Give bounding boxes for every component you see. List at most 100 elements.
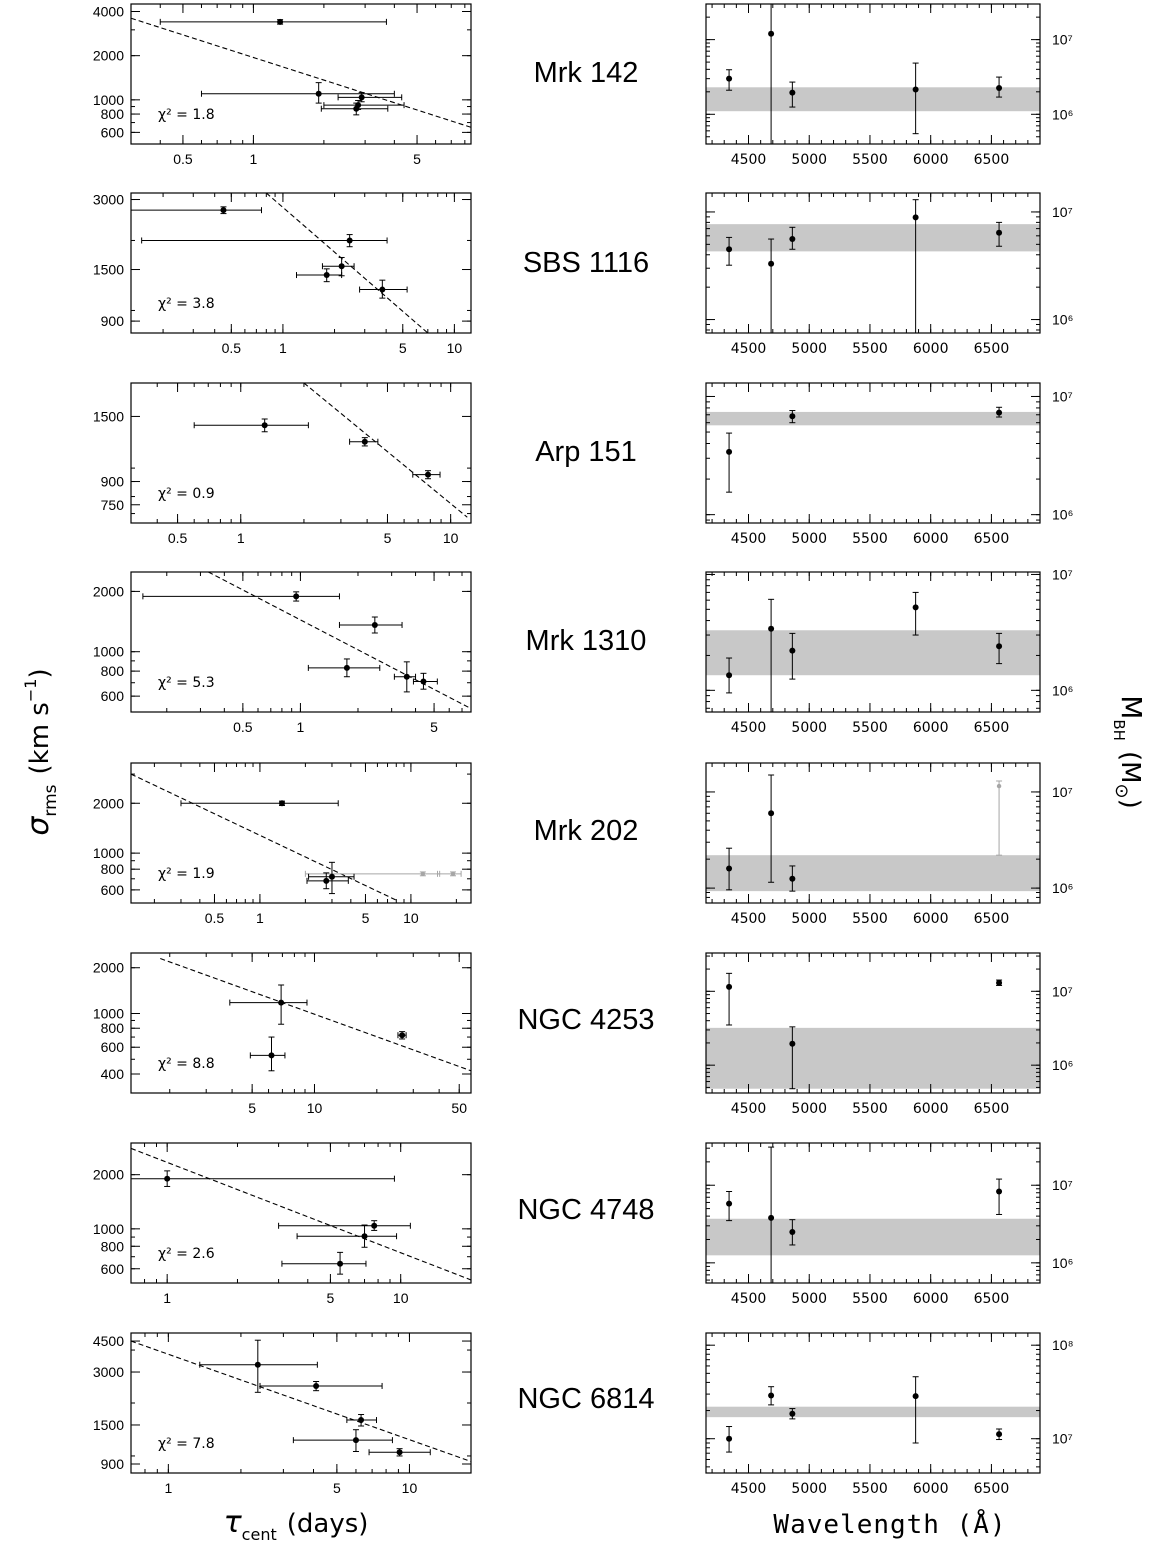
x-tick-label: 6000 bbox=[913, 1101, 949, 1117]
plot-area bbox=[131, 1339, 471, 1463]
x-tick-label: 5 bbox=[384, 530, 392, 546]
mass-band bbox=[706, 1406, 1040, 1418]
plot-frame bbox=[705, 571, 1041, 713]
fit-line bbox=[208, 572, 471, 710]
data-point bbox=[789, 81, 796, 108]
point-marker bbox=[726, 246, 733, 253]
data-point bbox=[789, 226, 796, 250]
right-y-axis-label: MBH(M⊙) bbox=[1110, 695, 1148, 809]
left-panel: 0.5 1 5 10 900 1500 3000 χ² = 3.8 bbox=[93, 192, 472, 356]
data-point bbox=[346, 1414, 377, 1427]
x-tick-label: 6500 bbox=[974, 1291, 1010, 1307]
point-marker bbox=[912, 604, 919, 611]
data-point bbox=[368, 1448, 431, 1457]
point-marker bbox=[379, 286, 386, 293]
data-point bbox=[307, 658, 381, 678]
svg-text:τcent(days): τcent (days) bbox=[224, 1505, 369, 1544]
y-tick-label: 900 bbox=[101, 1456, 125, 1472]
data-point bbox=[412, 672, 438, 690]
data-point bbox=[281, 1251, 367, 1275]
data-point bbox=[338, 616, 403, 634]
excluded-point bbox=[996, 780, 1003, 856]
data-point bbox=[199, 1339, 318, 1393]
plot-area bbox=[706, 1376, 1040, 1453]
data-point bbox=[768, 1146, 775, 1283]
point-marker bbox=[789, 875, 796, 882]
x-tick-label: 5 bbox=[362, 910, 370, 926]
mass-band bbox=[706, 1218, 1040, 1256]
x-tick-label: 4500 bbox=[731, 1291, 767, 1307]
plot-frame bbox=[705, 382, 1041, 524]
point-marker bbox=[352, 1437, 359, 1444]
y-tick-label: 800 bbox=[101, 663, 125, 679]
point-marker bbox=[371, 621, 378, 628]
data-point bbox=[295, 268, 343, 283]
plot-frame bbox=[705, 1142, 1041, 1284]
data-point bbox=[996, 1428, 1003, 1441]
object-label: Mrk 202 bbox=[534, 815, 639, 847]
data-point bbox=[412, 470, 441, 480]
plot-frame bbox=[130, 382, 472, 524]
plot-frame bbox=[130, 952, 472, 1094]
data-point bbox=[789, 1408, 796, 1420]
data-point bbox=[726, 972, 733, 1026]
point-marker bbox=[399, 1032, 406, 1039]
plot-frame bbox=[130, 192, 472, 334]
point-marker bbox=[361, 438, 368, 445]
x-tick-label: 0.5 bbox=[233, 719, 253, 735]
point-marker bbox=[353, 105, 360, 112]
y-tick-label: 10⁷ bbox=[1052, 388, 1073, 404]
excluded-marker bbox=[420, 871, 426, 877]
point-marker bbox=[768, 30, 775, 37]
point-marker bbox=[726, 1435, 733, 1442]
x-tick-label: 10 bbox=[447, 340, 463, 356]
x-tick-label: 6500 bbox=[974, 720, 1010, 736]
y-tick-label: 2000 bbox=[93, 795, 124, 811]
x-tick-label: 5 bbox=[399, 340, 407, 356]
x-tick-label: 5500 bbox=[852, 720, 888, 736]
point-marker bbox=[996, 229, 1003, 236]
fit-line bbox=[303, 383, 468, 518]
y-tick-label: 4000 bbox=[93, 4, 124, 20]
plot-frame bbox=[705, 3, 1041, 145]
data-point bbox=[359, 279, 408, 299]
data-point bbox=[996, 76, 1003, 98]
point-marker bbox=[277, 18, 284, 25]
plot-area bbox=[706, 972, 1040, 1090]
data-point bbox=[142, 591, 340, 602]
object-label: Mrk 1310 bbox=[526, 625, 647, 657]
point-marker bbox=[278, 999, 285, 1006]
data-point bbox=[996, 1178, 1003, 1215]
mass-band bbox=[706, 1027, 1040, 1089]
chi-square-label: χ² = 0.9 bbox=[158, 486, 215, 502]
left-x-axis-label: τcent (days) bbox=[224, 1505, 369, 1544]
plot-area bbox=[131, 773, 462, 901]
y-tick-label: 800 bbox=[101, 1020, 125, 1036]
point-marker bbox=[789, 647, 796, 654]
data-point bbox=[726, 236, 733, 266]
x-tick-label: 6500 bbox=[974, 911, 1010, 927]
plot-frame bbox=[130, 3, 472, 145]
x-tick-label: 6500 bbox=[974, 531, 1010, 547]
left-y-axis-label: σrms(km s−1) bbox=[21, 668, 61, 835]
y-tick-label: 10⁷ bbox=[1052, 204, 1073, 220]
y-tick-label: 2000 bbox=[93, 583, 124, 599]
data-point bbox=[200, 82, 395, 104]
right-panel: 4500 5000 5500 6000 6500 10⁶ 10⁷ bbox=[705, 952, 1073, 1117]
data-point bbox=[996, 406, 1003, 418]
fit-line bbox=[131, 17, 471, 128]
object-label: NGC 4253 bbox=[517, 1004, 654, 1036]
y-tick-label: 600 bbox=[101, 124, 125, 140]
x-tick-label: 5500 bbox=[852, 531, 888, 547]
point-marker bbox=[789, 89, 796, 96]
y-tick-label: 1500 bbox=[93, 1417, 124, 1433]
svg-text:MBH(M⊙): MBH(M⊙) bbox=[1110, 695, 1148, 809]
fit-line bbox=[265, 193, 429, 333]
data-point bbox=[996, 979, 1003, 986]
x-tick-label: 4500 bbox=[731, 911, 767, 927]
point-marker bbox=[343, 664, 350, 671]
data-point bbox=[320, 102, 389, 116]
y-tick-label: 10⁶ bbox=[1052, 106, 1073, 122]
point-marker bbox=[789, 413, 796, 420]
